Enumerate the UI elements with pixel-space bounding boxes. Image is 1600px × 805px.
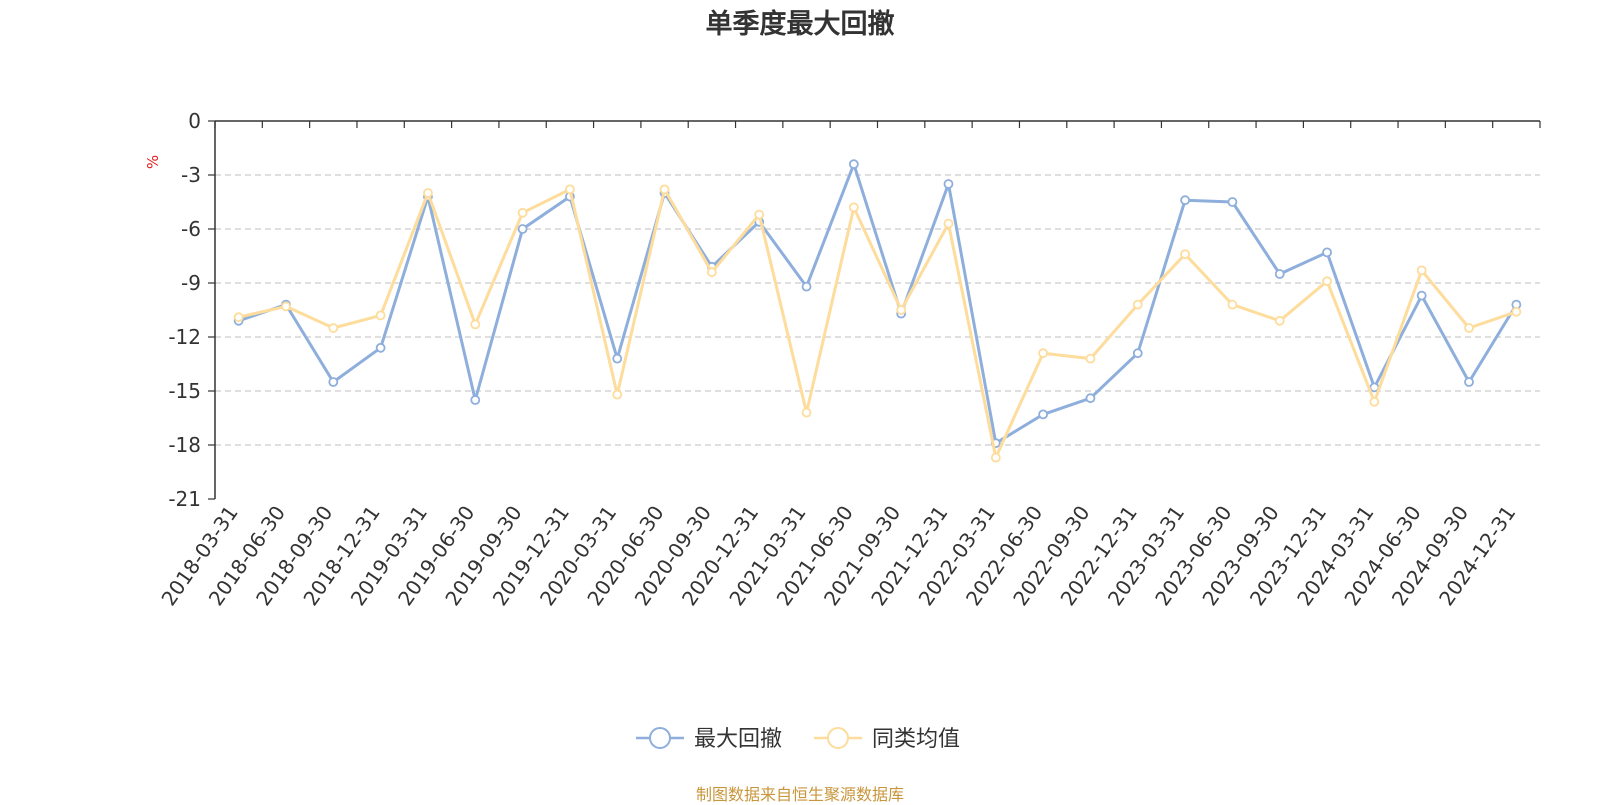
series-line-1 <box>238 162 1518 445</box>
y-tick-label: 0 <box>188 109 201 133</box>
data-point <box>896 305 907 315</box>
data-point <box>801 407 812 418</box>
data-point <box>1227 299 1238 310</box>
data-point <box>1322 276 1332 287</box>
data-point <box>328 377 339 387</box>
data-point <box>1416 290 1427 301</box>
data-point <box>1132 299 1143 310</box>
axes: % <box>144 120 1540 499</box>
data-point <box>1464 377 1474 387</box>
data-point <box>1038 348 1049 359</box>
y-tick-label: -21 <box>168 487 201 511</box>
y-axis-ticks: 0 -3 -6 -9 -12 -15 -18 -21 <box>168 109 215 511</box>
data-point <box>990 452 1001 463</box>
y-axis-label: % <box>144 155 162 169</box>
data-point <box>848 202 859 213</box>
data-point <box>423 188 433 198</box>
data-point <box>375 342 386 353</box>
data-point <box>1180 249 1190 260</box>
legend-label: 最大回撤 <box>694 727 782 752</box>
data-point <box>281 301 291 312</box>
y-tick-label: -3 <box>181 163 201 187</box>
data-point <box>943 179 954 189</box>
data-point <box>233 312 244 323</box>
data-point <box>565 184 575 195</box>
legend-label: 同类均值 <box>872 727 960 752</box>
data-point <box>470 395 481 405</box>
data-point <box>1085 353 1096 364</box>
data-point <box>612 353 623 364</box>
data-point <box>1132 348 1143 359</box>
data-point <box>1369 396 1380 407</box>
data-point <box>328 323 339 333</box>
y-tick-label: -15 <box>168 379 201 403</box>
data-point <box>470 319 481 330</box>
legend-marker <box>827 727 849 749</box>
data-point <box>801 281 812 292</box>
y-tick-label: -6 <box>181 217 201 241</box>
data-point <box>1227 197 1238 207</box>
data-point <box>848 159 859 170</box>
data-point <box>612 389 623 400</box>
series-line-2 <box>238 187 1517 460</box>
data-point <box>1274 315 1285 326</box>
data-point <box>517 207 528 218</box>
y-tick-label: -12 <box>168 325 201 349</box>
series-lines <box>233 159 1522 463</box>
legend-marker <box>649 727 671 749</box>
source-note: 制图数据来自恒生聚源数据库 <box>695 785 904 804</box>
data-point <box>1464 323 1474 333</box>
data-point <box>706 267 717 278</box>
data-point <box>754 209 765 220</box>
chart-title: 单季度最大回撤 <box>705 9 895 40</box>
data-point <box>517 224 528 234</box>
y-tick-label: -18 <box>168 433 201 457</box>
data-point <box>1274 269 1285 279</box>
x-axis-ticks: 2018-03-312018-06-302018-09-302018-12-31… <box>156 121 1541 610</box>
data-point <box>375 310 386 321</box>
data-point <box>1511 306 1522 317</box>
data-point <box>1085 393 1096 404</box>
data-point <box>943 218 954 229</box>
grid-lines <box>215 174 1540 446</box>
data-point <box>659 184 670 195</box>
legend: 最大回撤 同类均值 <box>636 727 960 752</box>
y-tick-label: -9 <box>181 271 201 295</box>
data-point <box>1322 247 1332 258</box>
data-point <box>1416 265 1427 276</box>
data-point <box>1180 195 1190 206</box>
data-point <box>1038 409 1049 420</box>
